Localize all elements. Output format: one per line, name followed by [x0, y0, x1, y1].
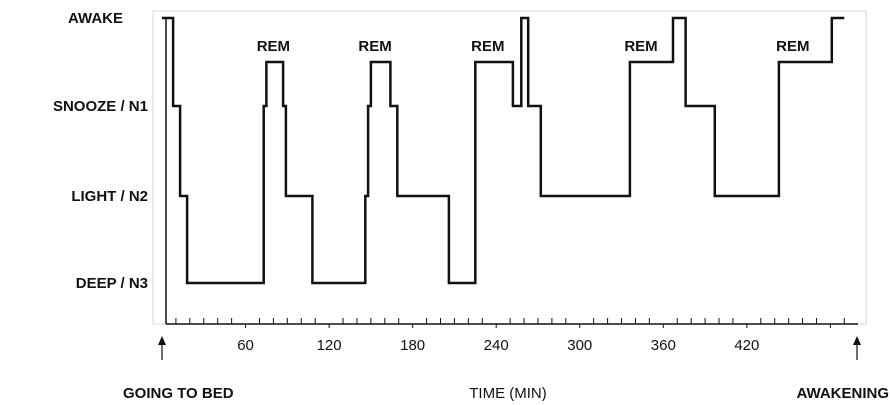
end-arrow — [853, 336, 861, 360]
x-tick-label: 180 — [400, 337, 425, 354]
rem-label: REM — [624, 38, 657, 55]
rem-label: REM — [471, 38, 504, 55]
x-tick-label: 120 — [317, 337, 342, 354]
x-tick-label: 240 — [484, 337, 509, 354]
stage-label-2: SNOOZE / N1 — [53, 98, 148, 115]
rem-annotations: REM REM REM REM REM — [257, 38, 810, 55]
x-axis-ticks: 60 120 180 240 300 360 420 — [175, 318, 845, 354]
x-tick-label: 300 — [567, 337, 592, 354]
rem-label: REM — [776, 38, 809, 55]
stage-label-0: DEEP / N3 — [76, 275, 148, 292]
y-axis-stage-labels: DEEP / N3 LIGHT / N2 SNOOZE / N1 AWAKE — [53, 10, 148, 292]
stage-label-1: LIGHT / N2 — [71, 188, 148, 205]
x-axis-title: TIME (MIN) — [469, 385, 546, 402]
start-arrow — [158, 336, 166, 360]
going-to-bed-label: GOING TO BED — [123, 385, 234, 402]
sleep-stage-line — [162, 16, 845, 285]
x-tick-label: 420 — [734, 337, 759, 354]
plot-frame — [152, 10, 867, 325]
awakening-label: AWAKENING — [796, 385, 889, 402]
x-tick-label: 60 — [237, 337, 254, 354]
stage-label-3: AWAKE — [68, 10, 123, 27]
x-tick-label: 360 — [651, 337, 676, 354]
rem-label: REM — [358, 38, 391, 55]
rem-label: REM — [257, 38, 290, 55]
